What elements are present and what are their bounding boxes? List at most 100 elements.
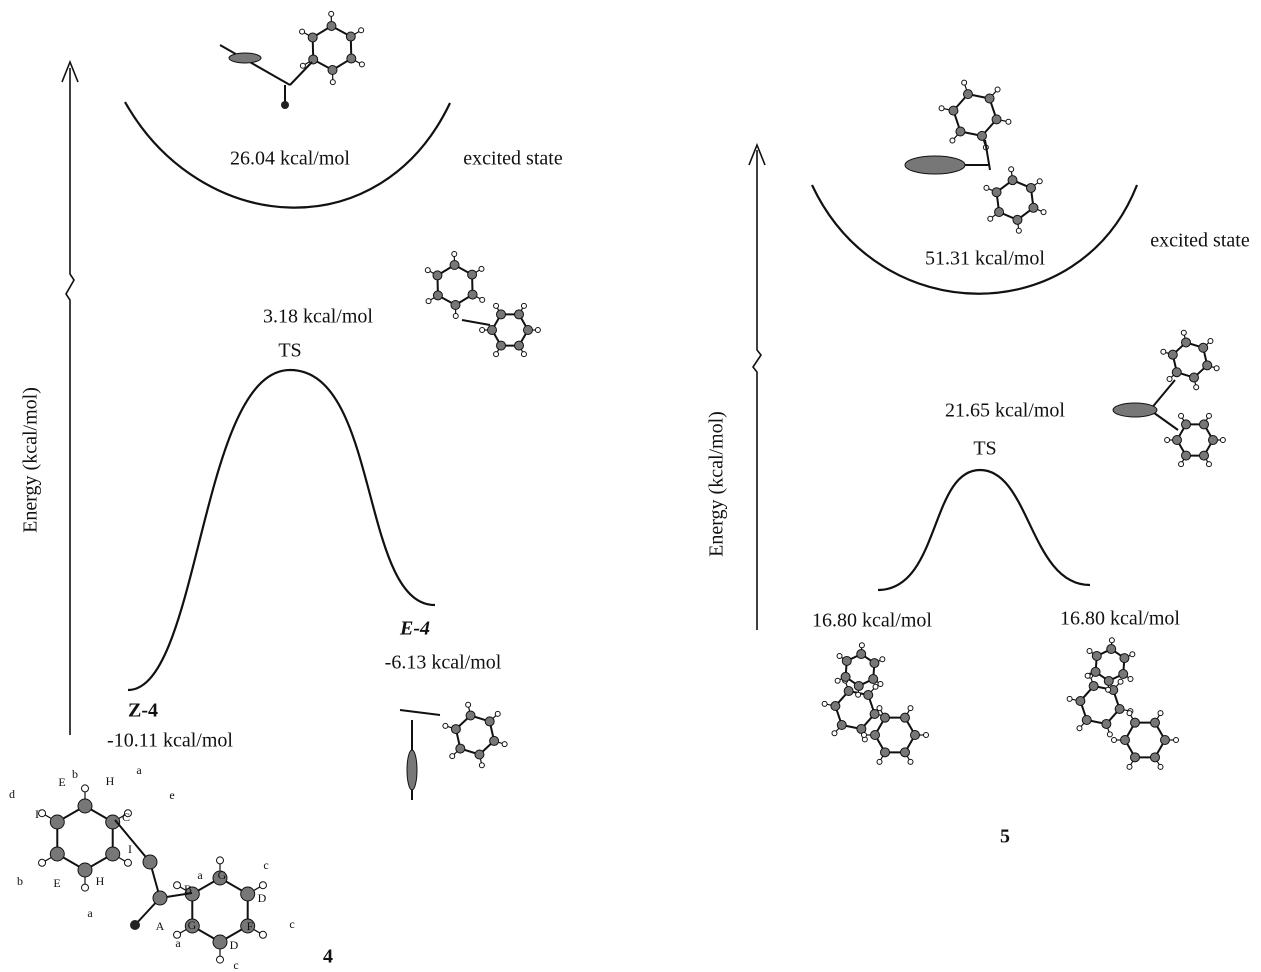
carbon	[475, 750, 484, 759]
hydrogen	[82, 884, 89, 891]
carbon	[1131, 718, 1140, 727]
hydrogen	[82, 785, 89, 792]
carbon	[871, 731, 880, 740]
hydrogen	[1085, 673, 1090, 678]
hydrogen	[1165, 438, 1170, 443]
carbon	[841, 672, 850, 681]
atom-label: H	[96, 874, 105, 888]
hydrogen	[1127, 711, 1132, 716]
carbon	[1107, 645, 1116, 654]
carbon	[515, 310, 524, 319]
excited-label: excited state	[463, 148, 563, 170]
carbon	[1082, 715, 1091, 724]
hydrogen	[1174, 738, 1179, 743]
carbon	[524, 326, 533, 335]
hydrogen	[950, 138, 955, 143]
carbon	[1209, 436, 1218, 445]
carbon	[1104, 676, 1113, 685]
minimum-energy: -6.13 kcal/mol	[385, 652, 502, 674]
atom-label: c	[233, 958, 238, 972]
carbon	[468, 290, 477, 299]
atom-label: F	[247, 919, 254, 933]
carbon	[985, 94, 994, 103]
carbon	[346, 32, 355, 41]
excited-curve	[812, 185, 1137, 294]
carbon	[1151, 753, 1160, 762]
carbon	[515, 341, 524, 350]
atom-label: a	[87, 906, 93, 920]
carbon	[490, 736, 499, 745]
carbon	[837, 720, 846, 729]
excited-energy: 26.04 kcal/mol	[230, 148, 350, 170]
hydrogen	[1067, 696, 1072, 701]
hydrogen	[259, 882, 266, 889]
hydrogen	[1220, 438, 1225, 443]
ts-energy: 3.18 kcal/mol	[263, 306, 373, 328]
hydrogen	[1016, 228, 1021, 233]
carbon	[964, 90, 973, 99]
axis-label: Energy (kcal/mol)	[706, 411, 728, 557]
atom-label: c	[289, 917, 294, 931]
figure: 26.04 kcal/mol excited state 3.18 kcal/m…	[0, 0, 1261, 972]
hydrogen	[908, 706, 913, 711]
minimum-energy: 16.80 kcal/mol	[812, 610, 932, 632]
carbon	[153, 891, 167, 905]
hydrogen	[330, 80, 335, 85]
carbon	[497, 341, 506, 350]
atom-label: G	[188, 918, 197, 932]
carbon	[1189, 373, 1198, 382]
bond	[220, 45, 290, 85]
carbon	[1119, 670, 1128, 679]
bond	[462, 320, 490, 325]
hydrogen	[443, 723, 448, 728]
hydrogen	[1179, 462, 1184, 467]
hydrogen	[502, 742, 507, 747]
atom-label: c	[263, 858, 268, 872]
hydrogen	[1128, 677, 1133, 682]
hydrogen	[1214, 366, 1219, 371]
atom-label: a	[175, 936, 181, 950]
carbon	[977, 131, 986, 140]
carbon	[328, 65, 337, 74]
hydrogen	[300, 63, 305, 68]
carbon	[1121, 736, 1130, 745]
hydrogen	[873, 684, 878, 689]
carbon	[78, 863, 92, 877]
hydrogen	[174, 882, 181, 889]
carbon	[1008, 176, 1017, 185]
hydrogen	[837, 653, 842, 658]
atom-label: b	[17, 874, 23, 888]
carbon	[1113, 403, 1157, 417]
hydrogen	[1037, 179, 1042, 184]
hydrogen	[1077, 726, 1082, 731]
carbon	[281, 101, 289, 109]
carbon	[864, 691, 873, 700]
hydrogen	[1041, 210, 1046, 215]
atom-label: D	[258, 891, 267, 905]
carbon	[1076, 697, 1085, 706]
hydrogen	[995, 87, 1000, 92]
hydrogen	[359, 62, 364, 67]
minimum-name: Z-4	[128, 700, 158, 722]
carbon	[870, 709, 879, 718]
hydrogen	[1161, 349, 1166, 354]
carbon	[50, 847, 64, 861]
carbon	[905, 156, 965, 174]
hydrogen	[495, 711, 500, 716]
hydrogen	[1112, 738, 1117, 743]
carbon	[992, 188, 1001, 197]
hydrogen	[939, 106, 944, 111]
minimum-name: E-4	[399, 618, 430, 640]
carbon	[1092, 651, 1101, 660]
hydrogen	[862, 733, 867, 738]
excited-label: excited state	[1150, 230, 1250, 252]
hydrogen	[521, 352, 526, 357]
hydrogen	[877, 759, 882, 764]
carbon	[229, 53, 261, 63]
atom-label: E	[58, 775, 65, 789]
hydrogen	[453, 313, 458, 318]
hydrogen	[880, 657, 885, 662]
hydrogen	[1106, 687, 1111, 692]
hydrogen	[39, 859, 46, 866]
excited-energy: 51.31 kcal/mol	[925, 248, 1045, 270]
